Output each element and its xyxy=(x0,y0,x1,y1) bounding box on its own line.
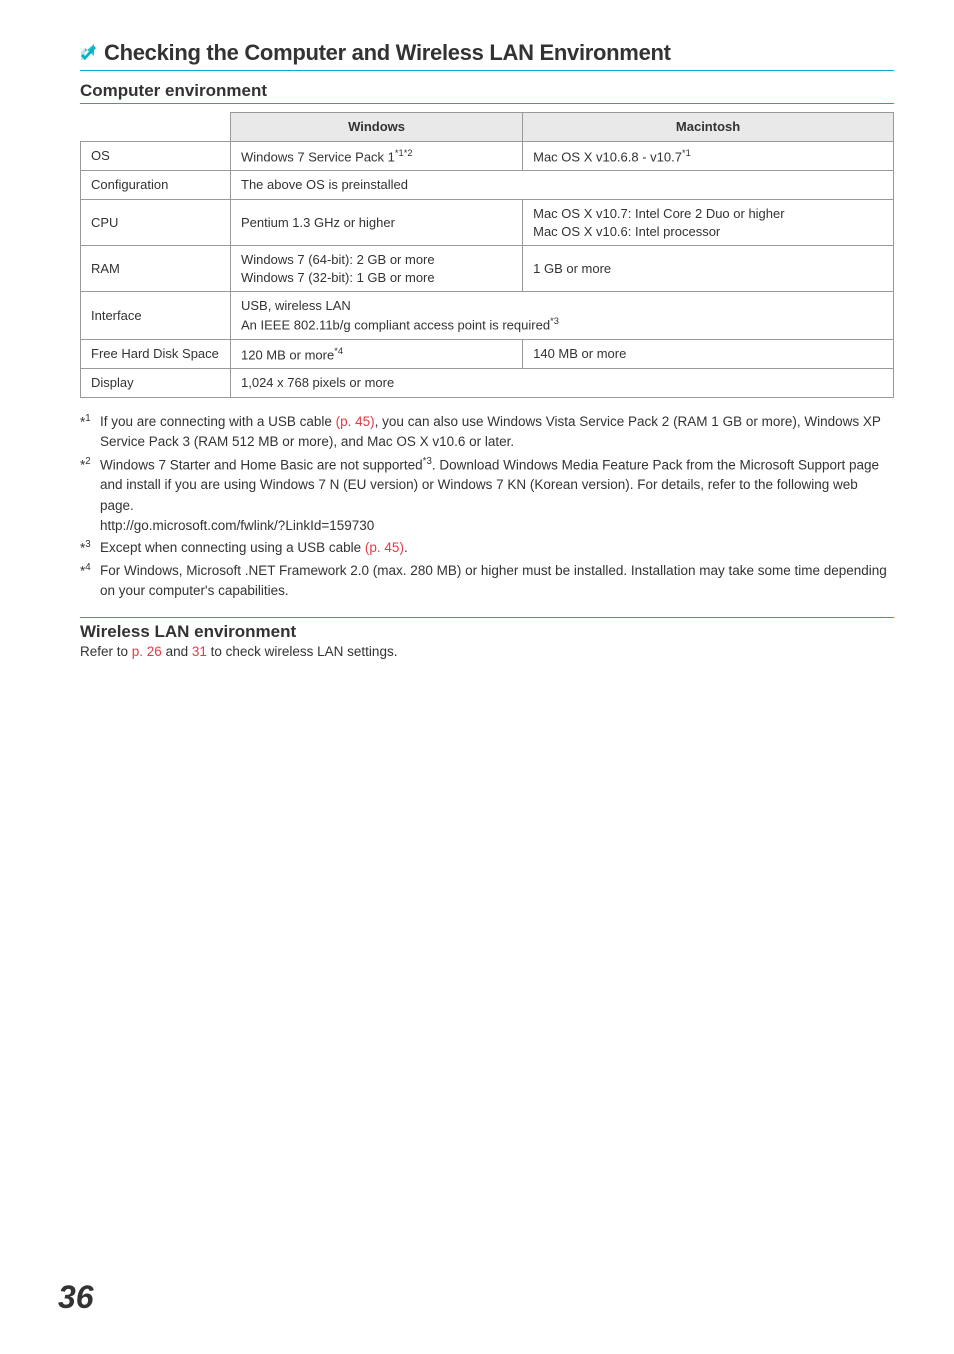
row-os-label: OS xyxy=(81,141,231,171)
row-ram-label: RAM xyxy=(81,246,231,292)
section-title: Checking the Computer and Wireless LAN E… xyxy=(104,40,671,66)
page-number: 36 xyxy=(58,1279,94,1316)
row-os-mac: Mac OS X v10.6.8 - v10.7*1 xyxy=(523,141,894,171)
wireless-lan-heading: Wireless LAN environment xyxy=(80,617,894,642)
row-cpu-label: CPU xyxy=(81,199,231,245)
table-row: CPU Pentium 1.3 GHz or higher Mac OS X v… xyxy=(81,199,894,245)
row-disp-label: Display xyxy=(81,369,231,398)
row-ram-mac: 1 GB or more xyxy=(523,246,894,292)
row-config-val: The above OS is preinstalled xyxy=(231,171,894,200)
table-row: Display 1,024 x 768 pixels or more xyxy=(81,369,894,398)
footnote-2: *2 Windows 7 Starter and Home Basic are … xyxy=(80,455,894,537)
row-disk-label: Free Hard Disk Space xyxy=(81,339,231,369)
section-header: Checking the Computer and Wireless LAN E… xyxy=(80,40,894,71)
refer-text: Refer to p. 26 and 31 to check wireless … xyxy=(80,642,894,662)
table-row: Interface USB, wireless LANAn IEEE 802.1… xyxy=(81,292,894,339)
link-p45[interactable]: (p. 45) xyxy=(336,414,375,429)
row-disp-val: 1,024 x 768 pixels or more xyxy=(231,369,894,398)
row-config-label: Configuration xyxy=(81,171,231,200)
row-ram-win: Windows 7 (64-bit): 2 GB or moreWindows … xyxy=(231,246,523,292)
table-row: Free Hard Disk Space 120 MB or more*4 14… xyxy=(81,339,894,369)
footnote-3: *3 Except when connecting using a USB ca… xyxy=(80,538,894,559)
link-p26[interactable]: p. 26 xyxy=(132,644,162,659)
link-p45-b[interactable]: (p. 45) xyxy=(365,540,404,555)
row-os-win: Windows 7 Service Pack 1*1*2 xyxy=(231,141,523,171)
footnotes: *1 If you are connecting with a USB cabl… xyxy=(80,412,894,601)
row-cpu-mac: Mac OS X v10.7: Intel Core 2 Duo or high… xyxy=(523,199,894,245)
row-disk-mac: 140 MB or more xyxy=(523,339,894,369)
link-p31[interactable]: 31 xyxy=(192,644,207,659)
table-row: RAM Windows 7 (64-bit): 2 GB or moreWind… xyxy=(81,246,894,292)
col-windows: Windows xyxy=(231,113,523,142)
checkmark-icon xyxy=(80,42,98,64)
footnote-1: *1 If you are connecting with a USB cabl… xyxy=(80,412,894,453)
row-iface-val: USB, wireless LANAn IEEE 802.11b/g compl… xyxy=(231,292,894,339)
row-cpu-win: Pentium 1.3 GHz or higher xyxy=(231,199,523,245)
table-row: Configuration The above OS is preinstall… xyxy=(81,171,894,200)
footnote-4: *4 For Windows, Microsoft .NET Framework… xyxy=(80,561,894,602)
row-disk-win: 120 MB or more*4 xyxy=(231,339,523,369)
col-macintosh: Macintosh xyxy=(523,113,894,142)
computer-env-heading: Computer environment xyxy=(80,81,894,104)
table-row: OS Windows 7 Service Pack 1*1*2 Mac OS X… xyxy=(81,141,894,171)
spec-table: Windows Macintosh OS Windows 7 Service P… xyxy=(80,112,894,398)
empty-header xyxy=(81,113,231,142)
row-iface-label: Interface xyxy=(81,292,231,339)
